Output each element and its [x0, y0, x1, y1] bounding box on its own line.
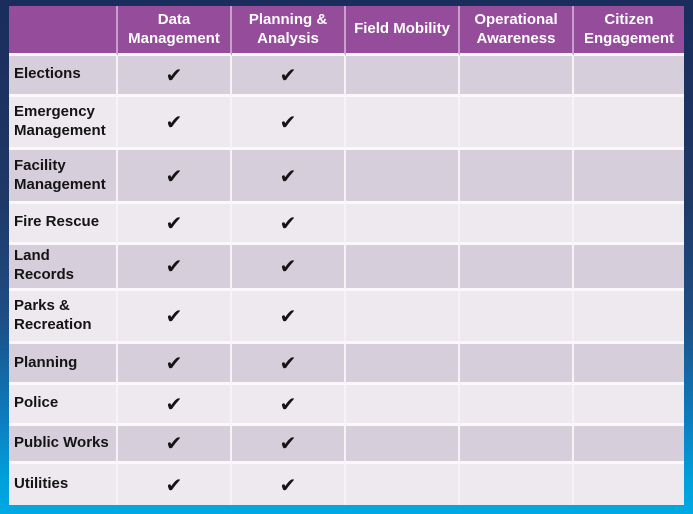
check-cell: ✔: [118, 244, 232, 291]
check-cell: ✔: [118, 203, 232, 245]
check-cell: ✔: [118, 150, 232, 204]
row-label-planning: Planning: [9, 344, 118, 385]
check-cell: ✔: [118, 384, 232, 426]
empty-cell: [346, 384, 460, 426]
row-label-land-records: Land Records: [9, 244, 118, 291]
empty-cell: [574, 384, 684, 426]
empty-cell: [346, 425, 460, 465]
empty-cell: [346, 344, 460, 385]
table-row-emergency-management: Emergency Management ✔ ✔: [9, 96, 684, 151]
table-row-public-works: Public Works ✔ ✔: [9, 425, 684, 465]
empty-cell: [460, 425, 574, 465]
row-label-utilities: Utilities: [9, 464, 118, 505]
empty-cell: [574, 244, 684, 291]
empty-cell: [460, 203, 574, 245]
empty-cell: [460, 244, 574, 291]
check-cell: ✔: [118, 96, 232, 151]
empty-cell: [460, 344, 574, 385]
empty-cell: [346, 290, 460, 345]
table-row-facility-management: Facility Management ✔ ✔: [9, 150, 684, 204]
empty-cell: [460, 56, 574, 97]
check-cell: ✔: [232, 290, 346, 345]
check-cell: ✔: [118, 56, 232, 97]
check-cell: ✔: [232, 203, 346, 245]
check-cell: ✔: [118, 344, 232, 385]
column-header-citizen-engagement: Citizen Engagement: [574, 6, 684, 56]
table-row-elections: Elections ✔ ✔: [9, 56, 684, 97]
column-header-data-management: Data Management: [118, 6, 232, 56]
empty-cell: [574, 56, 684, 97]
empty-cell: [574, 464, 684, 505]
empty-cell: [460, 150, 574, 204]
empty-cell: [574, 425, 684, 465]
column-header-operational-awareness: Operational Awareness: [460, 6, 574, 56]
empty-cell: [574, 150, 684, 204]
empty-cell: [460, 464, 574, 505]
empty-cell: [346, 203, 460, 245]
empty-cell: [574, 344, 684, 385]
empty-cell: [460, 290, 574, 345]
empty-cell: [346, 56, 460, 97]
empty-cell: [460, 384, 574, 426]
table-row-fire-rescue: Fire Rescue ✔ ✔: [9, 203, 684, 245]
row-label-public-works: Public Works: [9, 425, 118, 465]
empty-cell: [574, 203, 684, 245]
header-row: Data Management Planning & Analysis Fiel…: [9, 6, 684, 56]
table-row-police: Police ✔ ✔: [9, 384, 684, 426]
check-cell: ✔: [232, 150, 346, 204]
table-row-land-records: Land Records ✔ ✔: [9, 244, 684, 291]
row-label-facility-management: Facility Management: [9, 150, 118, 204]
table-row-parks-recreation: Parks & Recreation ✔ ✔: [9, 290, 684, 345]
empty-cell: [574, 96, 684, 151]
table-row-utilities: Utilities ✔ ✔: [9, 464, 684, 505]
empty-cell: [346, 96, 460, 151]
row-label-parks-recreation: Parks & Recreation: [9, 290, 118, 345]
table-row-planning: Planning ✔ ✔: [9, 344, 684, 385]
column-header-planning-analysis: Planning & Analysis: [232, 6, 346, 56]
check-cell: ✔: [232, 384, 346, 426]
column-header-field-mobility: Field Mobility: [346, 6, 460, 56]
empty-cell: [346, 244, 460, 291]
row-label-emergency-management: Emergency Management: [9, 96, 118, 151]
column-header-empty: [9, 6, 118, 56]
check-cell: ✔: [232, 425, 346, 465]
check-cell: ✔: [232, 464, 346, 505]
row-label-elections: Elections: [9, 56, 118, 97]
check-cell: ✔: [232, 244, 346, 291]
check-cell: ✔: [118, 290, 232, 345]
row-label-fire-rescue: Fire Rescue: [9, 203, 118, 245]
capabilities-matrix: Data Management Planning & Analysis Fiel…: [9, 6, 684, 505]
empty-cell: [574, 290, 684, 345]
check-cell: ✔: [232, 344, 346, 385]
check-cell: ✔: [118, 425, 232, 465]
empty-cell: [346, 464, 460, 505]
check-cell: ✔: [118, 464, 232, 505]
empty-cell: [346, 150, 460, 204]
row-label-police: Police: [9, 384, 118, 426]
empty-cell: [460, 96, 574, 151]
check-cell: ✔: [232, 56, 346, 97]
check-cell: ✔: [232, 96, 346, 151]
